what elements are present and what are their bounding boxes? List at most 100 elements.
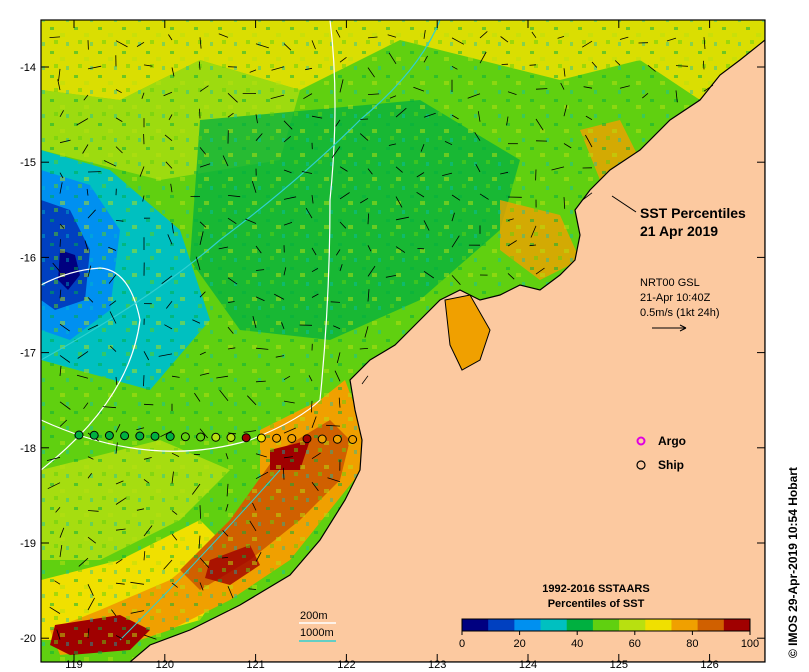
current-arrow xyxy=(367,245,372,252)
current-arrow xyxy=(500,171,509,175)
map-title-line1: SST Percentiles xyxy=(640,205,746,221)
current-arrow xyxy=(87,536,97,544)
current-arrow xyxy=(274,293,285,300)
current-arrow xyxy=(77,351,89,359)
current-arrow xyxy=(507,240,517,247)
colorbar-tick-label: 0 xyxy=(459,638,465,650)
current-arrow xyxy=(115,582,125,585)
current-arrow xyxy=(451,212,455,222)
current-arrow xyxy=(108,274,117,284)
current-arrow xyxy=(479,193,489,200)
current-arrow xyxy=(59,401,71,410)
current-arrow xyxy=(591,61,598,68)
current-arrow xyxy=(83,402,89,410)
current-arrow xyxy=(52,262,61,272)
current-arrow xyxy=(115,558,123,564)
current-arrow xyxy=(219,389,229,401)
x-tick-label: 121 xyxy=(246,659,264,671)
y-tick-label: -19 xyxy=(20,538,36,550)
current-arrow xyxy=(389,95,397,99)
ship-observation xyxy=(74,430,84,440)
imos-credit: © IMOS 29-Apr-2019 10:54 Hobart xyxy=(786,467,800,658)
current-arrow xyxy=(115,89,122,94)
current-arrow xyxy=(165,161,173,169)
current-arrow xyxy=(387,34,397,38)
current-arrow xyxy=(59,355,71,363)
current-arrow xyxy=(103,160,117,167)
current-arrow xyxy=(255,269,265,271)
colorbar-tick-label: 80 xyxy=(686,638,698,650)
current-arrow xyxy=(199,85,209,92)
current-arrow xyxy=(195,256,201,271)
ship-observation xyxy=(150,431,160,441)
current-arrow xyxy=(87,456,94,460)
current-arrow xyxy=(444,141,453,146)
current-arrow xyxy=(331,146,341,159)
y-tick-label: -20 xyxy=(20,633,36,645)
current-arrow xyxy=(252,315,257,329)
current-arrow xyxy=(563,197,566,209)
current-arrow xyxy=(143,375,145,387)
current-arrow xyxy=(252,502,257,511)
current-arrow xyxy=(477,111,481,122)
current-arrow xyxy=(423,55,428,63)
current-arrow xyxy=(619,85,630,89)
colorbar-swatch xyxy=(540,619,568,631)
current-arrow xyxy=(158,353,173,357)
current-arrow xyxy=(367,213,369,225)
contour-200m xyxy=(41,20,336,452)
current-arrow xyxy=(255,43,269,49)
current-arrow xyxy=(222,155,229,167)
current-arrow xyxy=(192,319,201,324)
current-arrow xyxy=(115,480,124,485)
current-arrow xyxy=(59,223,65,229)
current-arrow xyxy=(87,297,94,303)
current-arrow xyxy=(249,69,257,73)
current-arrow xyxy=(49,36,61,38)
current-arrow xyxy=(136,508,145,511)
current-arrow xyxy=(335,29,341,38)
current-arrow xyxy=(142,195,145,202)
current-arrow xyxy=(283,375,291,381)
current-arrow xyxy=(108,246,117,251)
ship-observation xyxy=(241,433,251,443)
current-arrow xyxy=(227,347,236,350)
contour-1000m-south xyxy=(119,469,281,641)
current-arrow xyxy=(227,301,235,303)
current-arrow xyxy=(59,172,64,179)
current-arrow xyxy=(339,56,347,63)
current-arrow xyxy=(83,94,89,101)
current-arrow xyxy=(339,221,347,229)
current-arrow xyxy=(87,510,99,512)
current-arrow xyxy=(87,628,90,639)
current-arrow xyxy=(388,143,397,146)
current-arrow xyxy=(143,64,153,67)
current-arrow xyxy=(551,166,565,171)
current-arrow xyxy=(367,289,370,302)
colorbar-swatch xyxy=(619,619,646,631)
current-arrow xyxy=(255,380,266,383)
colorbar: 0 20 40 60 80 100 xyxy=(459,618,759,650)
ship-observation xyxy=(120,431,130,441)
current-arrow xyxy=(251,180,257,193)
current-arrow xyxy=(703,37,706,50)
current-arrow xyxy=(270,94,285,99)
current-arrow xyxy=(451,37,464,45)
argo-legend-label: Argo xyxy=(658,434,686,448)
current-arrow xyxy=(271,66,285,71)
current-arrow xyxy=(255,347,269,350)
title-pointer xyxy=(611,195,637,213)
ship-observation xyxy=(135,431,145,441)
x-tick-label: 124 xyxy=(519,659,537,671)
current-arrow xyxy=(535,267,545,275)
current-arrow xyxy=(198,61,201,70)
current-arrow xyxy=(222,530,229,537)
current-arrow xyxy=(221,557,229,559)
current-arrow xyxy=(87,584,94,596)
colorbar-swatch xyxy=(462,619,489,631)
current-arrow xyxy=(255,453,267,458)
colorbar-swatch xyxy=(645,619,672,631)
current-arrow xyxy=(143,525,153,537)
colorbar-swatch xyxy=(592,619,620,631)
current-arrow xyxy=(308,375,313,382)
